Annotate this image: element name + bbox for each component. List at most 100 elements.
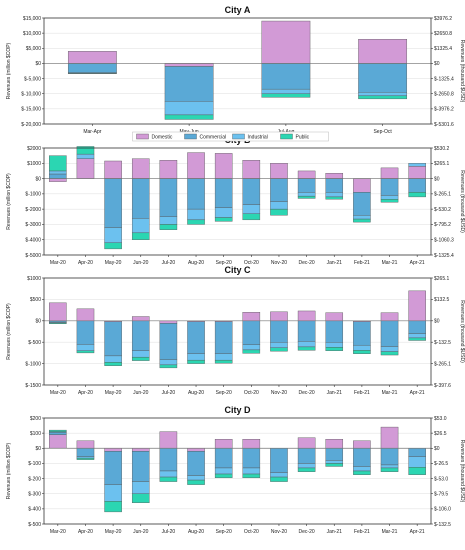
bar-commercial-dec-20 (297, 178, 316, 193)
bar-industrial-nov-20 (270, 201, 288, 210)
x-tick-label: Dec-20 (299, 529, 315, 535)
y-tick-label: $-15,000 (21, 107, 41, 113)
x-tick-label: Jul-20 (162, 529, 176, 535)
x-tick-label: Mar-20 (50, 260, 66, 266)
x-tick-label: Nov-20 (271, 260, 287, 266)
legend-label-public: Public (296, 135, 310, 141)
y-tick-label: $1000 (27, 276, 41, 282)
bar-commercial-nov-20 (270, 320, 288, 343)
bar-domestic-nov-20 (270, 311, 288, 322)
y2-tick-label: $2650.8 (434, 31, 452, 37)
bar-industrial-mar-20 (49, 170, 67, 175)
bar-public-feb-21 (353, 470, 371, 475)
y2-tick-label: $-530.2 (434, 207, 451, 213)
x-tick-label: Dec-20 (299, 260, 315, 266)
bar-industrial-aug-20 (187, 208, 205, 221)
bar-public-jan-21 (325, 196, 344, 200)
bar-commercial-oct-20 (242, 320, 261, 345)
plot-area-frame (43, 17, 432, 125)
bar-industrial-nov-20 (270, 342, 288, 348)
bar-commercial-aug-20 (187, 451, 205, 476)
bar-industrial-may-20 (104, 484, 122, 502)
chart-panel-2: City B$-5000$-1325.4$-4000$-1060.3$-3000… (6, 135, 465, 266)
bar-domestic-nov-20 (270, 163, 288, 179)
y-tick-label: $0 (35, 176, 41, 182)
legend-box (132, 131, 329, 142)
bar-commercial-dec-20 (297, 320, 316, 342)
bar-domestic-mar-20 (49, 302, 67, 322)
bar-domestic-feb-21 (353, 440, 371, 449)
bar-domestic-mar-21 (380, 426, 399, 449)
y-tick-label: $-10,000 (21, 92, 41, 98)
x-tick-label: Sep-Oct (373, 129, 392, 135)
bar-industrial-mar-21 (380, 195, 399, 200)
y-tick-label: $-3000 (25, 222, 41, 228)
bar-domestic-mar-apr (67, 51, 117, 64)
bar-domestic-apr-20 (76, 440, 95, 449)
x-tick-label: Nov-20 (271, 529, 287, 535)
bar-public-may-jun (164, 114, 214, 120)
y-tick-label: $2000 (27, 146, 41, 152)
bar-public-apr-21 (408, 337, 426, 341)
legend: Domestic Commercial Industrial Public (132, 131, 329, 142)
bar-commercial-aug-20 (187, 178, 205, 210)
y2-tick-label: $0 (434, 176, 440, 182)
bar-public-may-20 (104, 501, 122, 513)
legend-swatch-public (280, 133, 293, 140)
bar-domestic-sep-20 (214, 439, 233, 449)
x-tick-label: Sep-20 (216, 390, 232, 396)
x-tick-label: Jun-20 (133, 390, 149, 396)
x-tick-label: Aug-20 (188, 390, 204, 396)
y2-tick-label: $0 (434, 446, 440, 452)
chart-title: City A (225, 5, 251, 15)
bar-public-oct-20 (242, 473, 261, 479)
bar-commercial-mar-21 (380, 448, 399, 466)
plot-area-frame (43, 277, 432, 386)
bar-public-apr-20 (76, 350, 95, 354)
bar-industrial-mar-21 (380, 464, 399, 469)
bar-public-mar-21 (380, 199, 399, 203)
bar-commercial-jan-21 (325, 448, 344, 461)
y2-tick-label: $-1060.3 (434, 238, 454, 244)
y-tick-label: $200 (30, 416, 41, 422)
bar-commercial-jul-20 (159, 178, 178, 217)
y-tick-label: $10,000 (23, 31, 41, 37)
bar-industrial-aug-20 (187, 353, 205, 361)
chart-panel-3: City C $-1500 $-397.6 $-1000 $-265.1 $-500 $-1… (6, 265, 465, 396)
x-tick-label: Jan-21 (327, 260, 343, 266)
y2-tick-label: $-106.0 (434, 507, 451, 513)
bar-public-jan-21 (325, 463, 344, 467)
x-tick-label: Jan-21 (327, 390, 343, 396)
x-tick-label: Jun-20 (133, 529, 149, 535)
x-tick-label: Feb-21 (354, 390, 370, 396)
y2-tick-label: $-26.5 (434, 461, 448, 467)
y-tick-label: $-400 (28, 507, 41, 513)
bar-commercial-may-20 (104, 321, 122, 357)
bar-industrial-apr-20 (76, 344, 95, 351)
y2-tick-label: $0 (434, 319, 440, 325)
bar-commercial-dec-20 (297, 448, 316, 464)
bar-domestic-jul-20 (159, 160, 178, 179)
bar-public-may-20 (104, 242, 122, 250)
bar-commercial-jun-20 (131, 178, 150, 219)
bar-domestic-aug-20 (187, 448, 205, 452)
bar-domestic-jun-20 (131, 316, 150, 321)
legend-label-domestic: Domestic (152, 135, 173, 141)
bar-commercial-mar-21 (380, 320, 399, 347)
y-tick-label: $-20,000 (21, 122, 41, 128)
bar-public-mar-21 (380, 467, 399, 472)
bar-public-dec-20 (297, 195, 316, 199)
bar-public-aug-20 (187, 359, 205, 364)
x-tick-label: Mar-21 (382, 529, 398, 535)
bar-domestic-oct-20 (242, 160, 261, 179)
x-tick-label: Nov-20 (271, 390, 287, 396)
bar-domestic-sep-oct (358, 39, 408, 64)
y-tick-label: $0 (35, 61, 41, 67)
bar-domestic-mar-20 (49, 434, 67, 449)
legend-swatch-domestic (136, 133, 149, 140)
y2-tick-label: $-265.1 (434, 192, 451, 198)
legend-label-commercial: Commercial (200, 135, 227, 141)
bar-industrial-dec-20 (297, 463, 316, 469)
y-tick-label: $0 (35, 446, 41, 452)
y2-tick-label: $265.1 (434, 276, 450, 282)
